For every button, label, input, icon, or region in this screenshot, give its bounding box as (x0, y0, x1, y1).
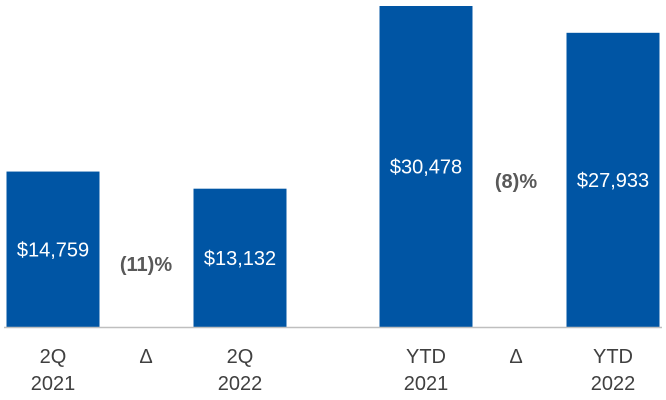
x-tick-label-0-line2: 2021 (31, 373, 76, 395)
bar-value-label-2: $30,478 (390, 157, 462, 179)
bar-value-label-0: $14,759 (17, 239, 89, 261)
x-tick-label-5-line2: 2022 (591, 373, 636, 395)
x-tick-label-2-line2: 2022 (218, 373, 263, 395)
x-tick-label-3-line2: 2021 (404, 373, 449, 395)
x-tick-label-4-line1: Δ (509, 346, 522, 368)
x-tick-label-2-line1: 2Q (227, 346, 254, 368)
bar-1 (193, 188, 287, 327)
bar-value-label-3: $27,933 (577, 170, 649, 192)
x-tick-label-1-line1: Δ (139, 346, 152, 368)
x-tick-label-0-line1: 2Q (40, 346, 67, 368)
x-tick-label-3-line1: YTD (406, 346, 446, 368)
delta-label-1: (8)% (495, 171, 537, 193)
x-tick-label-5-line1: YTD (593, 346, 633, 368)
bar-3 (566, 32, 660, 328)
bar-value-label-1: $13,132 (204, 248, 276, 270)
bar-0 (6, 171, 100, 327)
bar-2 (379, 6, 473, 327)
delta-label-0: (11)% (120, 254, 172, 276)
